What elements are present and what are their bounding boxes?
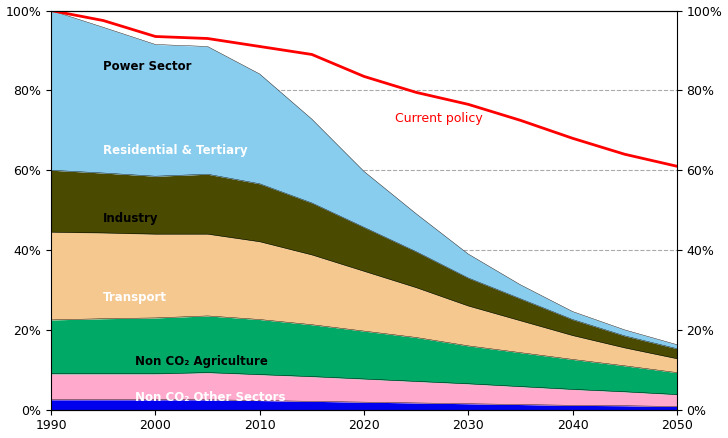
Text: Current policy: Current policy [395, 112, 483, 125]
Text: Non CO₂ Other Sectors: Non CO₂ Other Sectors [135, 391, 285, 404]
Text: Transport: Transport [103, 291, 167, 304]
Text: Power Sector: Power Sector [103, 60, 191, 73]
Text: Industry: Industry [103, 212, 159, 225]
Text: Residential & Tertiary: Residential & Tertiary [103, 144, 248, 157]
Text: Non CO₂ Agriculture: Non CO₂ Agriculture [135, 355, 267, 368]
